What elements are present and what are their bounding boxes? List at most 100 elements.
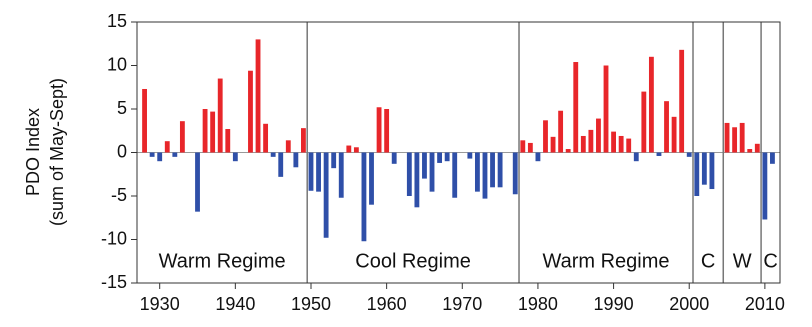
x-tick-label: 1950 [291, 294, 331, 314]
bar [172, 152, 178, 157]
y-tick-label: 5 [117, 98, 127, 118]
bar [437, 152, 443, 163]
bar [770, 152, 775, 164]
bar [573, 62, 579, 153]
bar [701, 152, 707, 185]
bar [164, 141, 170, 153]
bar [686, 152, 692, 157]
bar [338, 152, 344, 198]
bar [195, 152, 200, 212]
bar [497, 152, 503, 188]
x-tick-label: 2000 [669, 294, 709, 314]
bar [671, 116, 677, 153]
bar [474, 152, 480, 192]
bar [149, 152, 155, 157]
bar [217, 78, 223, 153]
bar [535, 152, 541, 162]
bar [429, 152, 435, 192]
bar [611, 131, 616, 153]
y-tick-label: -5 [111, 185, 127, 205]
bar [588, 129, 594, 153]
bar [739, 122, 745, 153]
bar [580, 135, 586, 153]
bar [648, 56, 654, 153]
bar [633, 152, 639, 162]
x-tick-label: 1990 [594, 294, 634, 314]
bar [709, 152, 715, 190]
bar [346, 145, 352, 153]
bar [285, 140, 291, 153]
bar [323, 152, 329, 238]
bar [444, 152, 450, 162]
bar [293, 152, 299, 168]
bar [694, 152, 700, 196]
y-tick-label: 0 [117, 141, 127, 161]
bar [482, 152, 488, 199]
bar [467, 152, 473, 159]
bar [157, 152, 163, 162]
regime-label: W [733, 250, 752, 272]
bar [414, 152, 420, 208]
bar [732, 127, 738, 153]
x-tick-label: 1930 [140, 294, 180, 314]
bar [527, 142, 533, 153]
regime-label: Warm Regime [542, 250, 669, 272]
bar [558, 110, 564, 153]
bar [142, 88, 147, 153]
bar [255, 39, 261, 153]
bar [490, 152, 495, 188]
bar [316, 152, 321, 192]
bar [353, 147, 359, 153]
bar [656, 152, 662, 156]
bar [422, 152, 427, 179]
bar [754, 143, 760, 153]
regime-label: Cool Regime [355, 250, 471, 272]
bar [263, 123, 269, 153]
bar [369, 152, 374, 205]
bar [391, 152, 397, 164]
bar [210, 111, 216, 153]
y-tick-label: 10 [107, 54, 127, 74]
bar [747, 149, 753, 153]
x-tick-label: 1970 [442, 294, 482, 314]
bar [308, 152, 314, 191]
bar [270, 152, 276, 157]
y-tick-label: -15 [101, 272, 127, 292]
bar [512, 152, 518, 195]
y-tick-label: 15 [107, 11, 127, 31]
regime-label: C [701, 250, 715, 272]
bar [664, 101, 669, 153]
regime-label: Warm Regime [159, 250, 286, 272]
bar [565, 149, 571, 153]
bar [452, 152, 458, 198]
bar [603, 65, 609, 153]
bar [202, 109, 208, 153]
bar [618, 135, 624, 153]
x-tick-label: 1940 [215, 294, 255, 314]
y-axis-label: (sum of May-Sept) [47, 78, 67, 226]
bar [520, 140, 526, 153]
bar [596, 118, 601, 153]
bar [626, 138, 632, 153]
bar [724, 122, 730, 153]
x-tick-label: 1960 [367, 294, 407, 314]
bar [679, 49, 685, 153]
plot-frame [136, 21, 781, 284]
bar [301, 128, 306, 153]
y-axis-label: PDO Index [23, 108, 43, 196]
bar [384, 109, 390, 153]
bar [248, 70, 253, 153]
bar [179, 121, 185, 153]
bar [543, 120, 548, 153]
bar [331, 152, 337, 169]
bar [550, 136, 556, 153]
regime-label: C [763, 250, 777, 272]
bar [762, 152, 768, 220]
bar [225, 129, 231, 153]
bar [361, 152, 367, 242]
x-tick-label: 1980 [518, 294, 558, 314]
bar [278, 152, 284, 177]
bar [376, 107, 382, 153]
y-tick-label: -10 [101, 228, 127, 248]
